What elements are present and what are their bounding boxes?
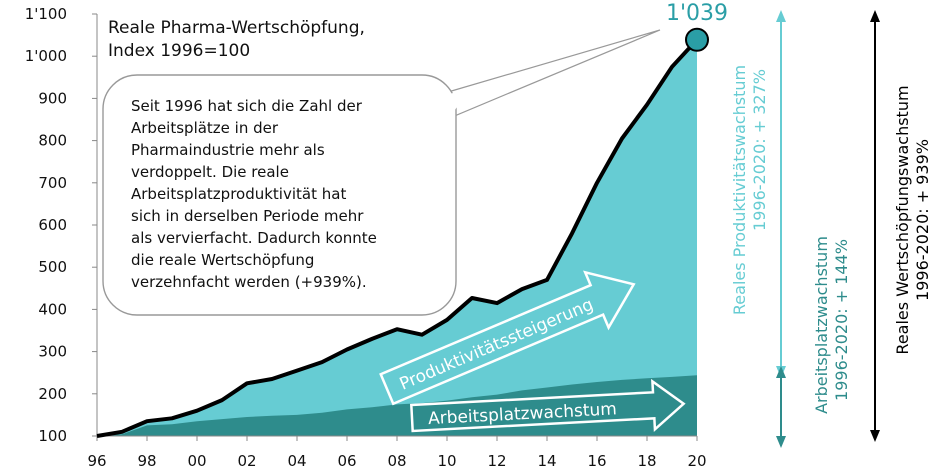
area-layer [97, 39, 697, 436]
productivity-growth-label-line-2: 1996-2020: + 327% [750, 69, 769, 231]
y-tick-label: 800 [38, 132, 67, 150]
x-tick-label: 96 [87, 452, 106, 470]
productivity-range-up-arrow-icon [776, 10, 786, 22]
y-tick-label: 1'100 [25, 5, 67, 23]
line-layer [96, 27, 709, 438]
total-range-up-arrow-icon [870, 10, 880, 22]
x-tick-label: 00 [187, 452, 206, 470]
annotation-line: Seit 1996 hat sich die Zahl der [131, 97, 363, 115]
y-tick-label: 100 [38, 427, 67, 445]
employment-area [97, 375, 697, 436]
x-tick-label: 14 [537, 452, 556, 470]
total-growth-label-line-1: Reales Wertschöpfungswachstum [893, 85, 912, 354]
endpoint-marker [685, 27, 709, 52]
annotation-line: verdoppelt. Die reale [131, 163, 289, 181]
productivity-area [97, 39, 697, 436]
y-tick-label: 1'000 [25, 47, 67, 65]
annotation-line: die reale Wertschöpfung [131, 251, 314, 269]
x-tick-label: 12 [487, 452, 506, 470]
total-range-down-arrow-icon [870, 430, 880, 442]
employment-arrow-icon [410, 378, 686, 433]
x-tick-label: 18 [637, 452, 656, 470]
productivity-growth-label-line-1: Reales Produktivitätswachstum [730, 65, 749, 315]
annotation-line: Arbeitsplätze in der [131, 119, 279, 137]
total-growth-label-line-2: 1996-2020: + 939% [913, 139, 932, 301]
annotation-line: als vervierfacht. Dadurch konnte [131, 229, 377, 247]
productivity-arrow-icon [379, 270, 636, 406]
y-tick-label: 200 [38, 385, 67, 403]
total-value-added-line [96, 38, 699, 438]
annotation-callout: Seit 1996 hat sich die Zahl der Arbeitsp… [102, 29, 661, 316]
chart-title: Reale Pharma-Wertschöpfung, Index 1996=1… [108, 18, 365, 61]
annotation-line: sich in derselben Periode mehr [131, 207, 364, 225]
x-tick-label: 16 [587, 452, 606, 470]
chart-title-line-1: Reale Pharma-Wertschöpfung, [108, 18, 365, 38]
y-tick-label: 500 [38, 258, 67, 276]
x-tick-label: 06 [337, 452, 356, 470]
callout-box [102, 74, 457, 316]
x-tick-label: 10 [437, 452, 456, 470]
annotation-line: verzehnfacht werden (+939%). [131, 273, 367, 291]
x-tick-label: 20 [687, 452, 706, 470]
employment-range-down-arrow-icon [776, 436, 786, 448]
annotation-line: Arbeitsplatzproduktivität hat [131, 185, 346, 203]
employment-growth-label-line-2: 1996-2020: + 144% [832, 239, 851, 401]
employment-growth-label-line-1: Arbeitsplatzwachstum [812, 236, 831, 414]
y-tick-label: 400 [38, 300, 67, 318]
y-tick-label: 700 [38, 174, 67, 192]
y-tick-label: 900 [38, 89, 67, 107]
annotation-line: Pharmaindustrie mehr als [131, 141, 325, 159]
callout-pointer [447, 29, 661, 118]
endpoint-value-label: 1'039 [666, 1, 728, 26]
chart-title-line-2: Index 1996=100 [108, 41, 250, 61]
callout-pointer-mask [449, 89, 470, 114]
x-tick-label: 02 [237, 452, 256, 470]
employment-range-up-arrow-icon [776, 366, 786, 378]
x-tick-label: 04 [287, 452, 306, 470]
y-tick-label: 600 [38, 216, 67, 234]
x-tick-label: 08 [387, 452, 406, 470]
y-tick-label: 300 [38, 343, 67, 361]
x-tick-label: 98 [137, 452, 156, 470]
side-range-indicators: Reales Produktivitätswachstum 1996-2020:… [730, 10, 932, 448]
